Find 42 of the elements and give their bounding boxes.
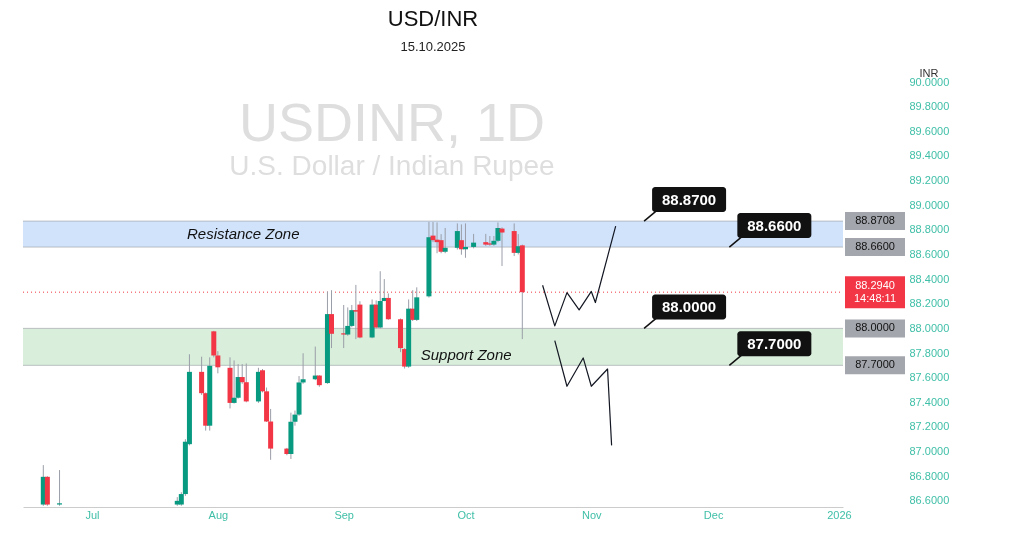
y-tick-label: 88.0000 [909,321,950,334]
band-label: Resistance Zone [187,225,300,243]
candlestick [385,292,391,321]
annotation: 87.7000 [747,335,802,353]
ref-line-label: 88.6600 [855,240,895,253]
y-tick-label: 87.6000 [909,371,950,384]
y-tick-label: 89.4000 [909,149,950,162]
y-tick-label: 89.2000 [909,174,950,187]
ref-line-label: 88.2940 14:48:11 [853,278,897,304]
y-tick-label: 88.4000 [909,272,950,285]
line-series [542,225,617,327]
x-tick-label: Oct [457,508,475,521]
y-tick-label: 88.6000 [909,247,950,260]
candlestick [57,469,63,507]
y-tick-label: 87.8000 [909,346,950,359]
annotation: 88.6600 [747,217,802,235]
line-series [554,340,613,447]
x-tick-label: Sep [334,508,354,521]
chart-subtitle: 15.10.2025 [400,39,466,54]
x-tick-label: Jul [85,508,100,521]
y-tick-label: 86.8000 [909,469,950,482]
x-tick-label: 2026 [827,508,852,521]
ref-line-label: 88.0000 [855,321,895,334]
y-tick-label: 87.2000 [909,420,950,433]
y-tick-label: 89.8000 [909,100,950,113]
y-tick-label: 89.0000 [909,198,950,211]
y-tick-label: 87.4000 [909,395,950,408]
y-tick-label: 89.6000 [909,124,950,137]
x-tick-label: Dec [703,508,724,521]
annotation: 88.0000 [661,298,717,316]
ref-line-label: 87.7000 [855,358,895,371]
ref-line-label: 88.8708 [855,214,895,227]
y-tick-label: 86.6000 [909,494,950,507]
annotation: 88.8700 [661,191,717,209]
chart-title: USD/INR [387,6,479,31]
y-tick-label: 88.2000 [909,297,950,310]
x-tick-label: Aug [208,508,229,521]
x-tick-label: Nov [582,508,603,521]
band-label: Support Zone [420,345,512,363]
y-tick-label: 88.8000 [909,223,950,236]
candlestick [414,286,420,322]
y-tick-label: 87.0000 [909,445,950,458]
